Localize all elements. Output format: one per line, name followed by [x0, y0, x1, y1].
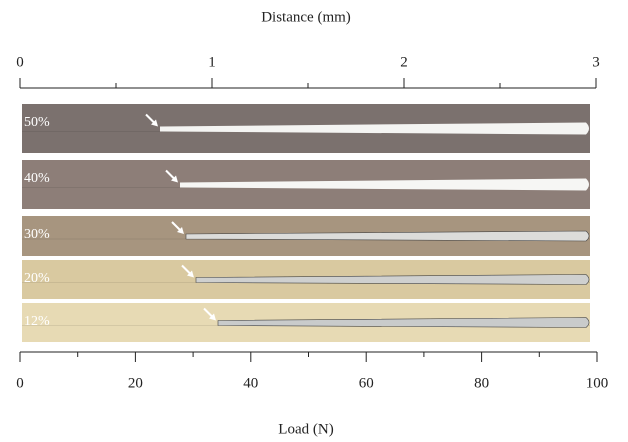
panel-label: 20% [24, 271, 50, 286]
panel-label: 30% [24, 227, 50, 242]
tick-label: 40 [243, 375, 258, 391]
top-axis-label: Distance (mm) [261, 9, 351, 25]
tick-label: 1 [208, 54, 216, 70]
arrow-head [151, 119, 158, 127]
scratch-track [217, 317, 590, 328]
scratch-track [180, 178, 589, 191]
panel-label: 12% [24, 314, 50, 329]
tick-label: 80 [474, 375, 489, 391]
scratch-track [195, 274, 590, 285]
tick-label: 100 [586, 375, 609, 391]
panel-label: 50% [24, 115, 50, 130]
scratch-track [185, 230, 590, 242]
tick-label: 20 [128, 375, 143, 391]
scratch-track [160, 122, 589, 135]
tick-label: 0 [16, 54, 24, 70]
panel-label: 40% [24, 171, 50, 186]
tick-label: 60 [359, 375, 374, 391]
arrow-head [187, 270, 194, 278]
tick-label: 2 [400, 54, 408, 70]
bottom-axis-label: Load (N) [278, 421, 333, 437]
arrow-head [171, 175, 178, 183]
arrow-head [209, 313, 216, 321]
tick-label: 3 [592, 54, 600, 70]
arrow-head [177, 227, 184, 234]
tick-label: 0 [16, 375, 24, 391]
